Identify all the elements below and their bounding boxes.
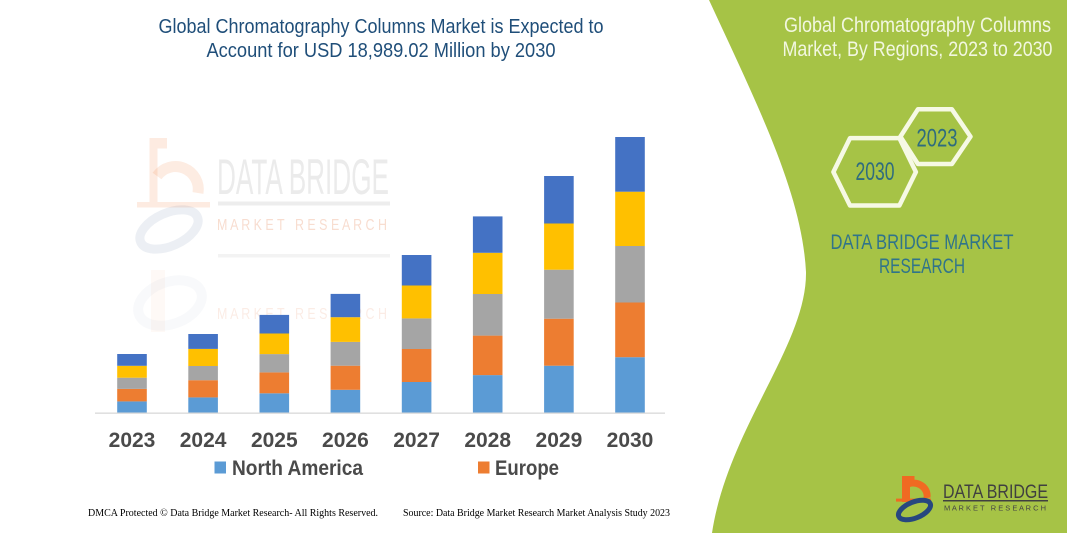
svg-text:2026: 2026	[322, 429, 369, 452]
svg-text:2027: 2027	[393, 429, 440, 452]
svg-text:Account for USD 18,989.02 Mill: Account for USD 18,989.02 Million by 203…	[207, 40, 556, 62]
svg-text:Market, By Regions, 2023 to 20: Market, By Regions, 2023 to 2030	[783, 38, 1053, 61]
svg-text:2029: 2029	[536, 429, 583, 452]
svg-text:Global Chromatography Columns: Global Chromatography Columns	[784, 14, 1051, 37]
svg-text:M A R K E T R E S E A R C H: M A R K E T R E S E A R C H	[217, 306, 387, 323]
svg-text:M A R K E T R E S E A R C H: M A R K E T R E S E A R C H	[217, 217, 387, 234]
svg-text:2023: 2023	[109, 429, 156, 452]
svg-text:Global Chromatography Columns: Global Chromatography Columns Market is …	[159, 16, 604, 38]
svg-text:DATA BRIDGE: DATA BRIDGE	[217, 149, 389, 205]
svg-text:North America: North America	[232, 457, 363, 480]
svg-text:2030: 2030	[607, 429, 654, 452]
svg-text:Europe: Europe	[495, 457, 559, 480]
svg-text:2023: 2023	[917, 125, 958, 153]
svg-text:2025: 2025	[251, 429, 298, 452]
svg-text:Source: Data Bridge Market Res: Source: Data Bridge Market Research Mark…	[403, 507, 670, 519]
svg-text:2030: 2030	[856, 158, 895, 186]
svg-text:DATA BRIDGE: DATA BRIDGE	[943, 481, 1048, 503]
svg-text:DATA BRIDGE MARKET: DATA BRIDGE MARKET	[831, 231, 1014, 254]
svg-text:RESEARCH: RESEARCH	[879, 255, 965, 278]
svg-text:M A R K E T R E S E A R C H: M A R K E T R E S E A R C H	[944, 504, 1046, 513]
svg-text:2028: 2028	[464, 429, 511, 452]
svg-text:2024: 2024	[180, 429, 227, 452]
svg-text:DMCA Protected © Data Bridge M: DMCA Protected © Data Bridge Market Rese…	[88, 507, 378, 519]
